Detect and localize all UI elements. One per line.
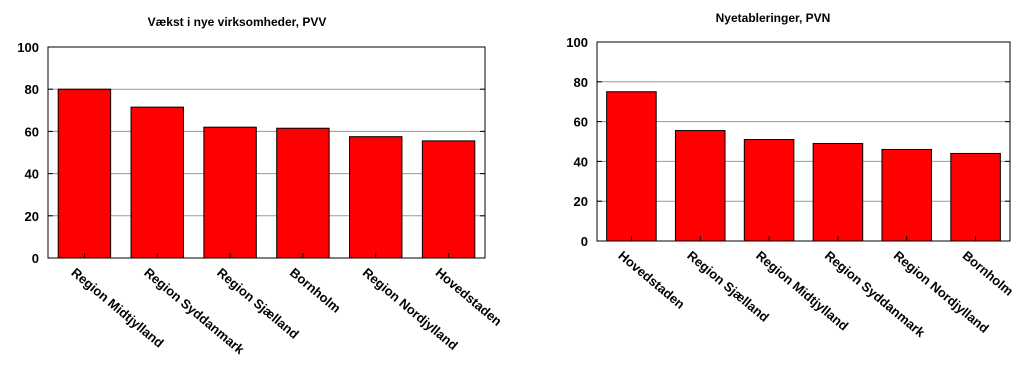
y-tick-label: 60 (574, 115, 588, 130)
bar (881, 148, 933, 242)
bar (812, 142, 864, 242)
bar (743, 139, 795, 242)
bar (950, 152, 1001, 242)
y-tick-label: 20 (574, 194, 588, 209)
y-tick-label: 100 (566, 35, 588, 50)
bar (674, 130, 726, 242)
bar (57, 88, 112, 259)
x-category-label: Bornholm (287, 265, 344, 316)
chart-pvn: Nyetableringer, PVN 0 20 40 60 80 100 Hovedsta… (566, 11, 1016, 341)
chart-title: Vækst i nye virksomheder, PVV (148, 15, 327, 29)
y-tick-label: 60 (25, 124, 39, 139)
y-tick-label: 40 (574, 154, 588, 169)
x-category-label: Hovedstaden (433, 265, 505, 329)
bar (349, 136, 403, 259)
y-tick-label: 80 (574, 75, 588, 90)
y-tick-label: 0 (32, 251, 39, 266)
bar (130, 106, 184, 259)
bar (203, 126, 257, 259)
plot-frame (596, 41, 1011, 242)
y-tick-label: 40 (25, 167, 39, 182)
bar (421, 140, 476, 259)
y-tick-label: 0 (581, 234, 588, 249)
bar (276, 127, 330, 259)
chart-pvv: Vækst i nye virksomheder, PVV 0 20 40 60 80 1… (17, 15, 505, 358)
bar (606, 91, 657, 242)
chart-title: Nyetableringer, PVN (716, 11, 831, 25)
x-category-label: Hovedstaden (615, 248, 687, 312)
x-category-label: Bornholm (960, 248, 1016, 299)
plot-frame (47, 46, 486, 259)
y-tick-label: 20 (25, 209, 39, 224)
y-tick-label: 80 (25, 82, 39, 97)
y-tick-label: 100 (17, 40, 39, 55)
